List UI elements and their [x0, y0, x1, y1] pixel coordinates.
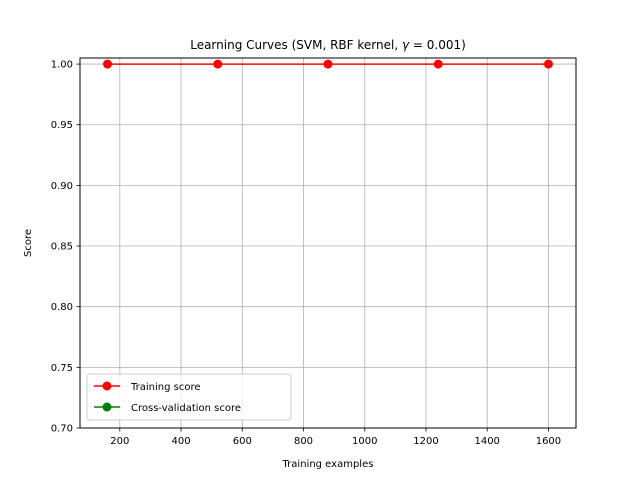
x-tick-label: 1600	[536, 436, 561, 447]
legend-box	[86, 373, 292, 421]
y-axis-ticks: 0.70 0.75 0.80 0.85 0.90 0.95 1.00	[51, 60, 80, 435]
x-axis-ticks: 200 400 600 800 1000 1200 1400 1600	[110, 428, 561, 447]
legend-marker	[102, 381, 112, 391]
x-tick-label: 1400	[474, 436, 499, 447]
plot-frame	[79, 57, 577, 429]
data-point	[213, 59, 223, 69]
legend: Training score Cross-validation score	[86, 373, 292, 421]
y-tick-label: 0.75	[51, 363, 73, 374]
y-tick-label: 0.90	[51, 181, 73, 192]
legend-marker	[102, 402, 112, 412]
y-tick-label: 0.80	[51, 302, 73, 313]
chart-title: Learning Curves (SVM, RBF kernel, γ = 0.…	[190, 38, 466, 52]
grid	[80, 58, 576, 429]
x-tick-label: 400	[171, 436, 190, 447]
chart-title-symbol: γ	[402, 38, 410, 52]
x-axis-label: Training examples	[282, 459, 374, 470]
legend-label: Cross-validation score	[131, 403, 241, 414]
data-point	[323, 59, 333, 69]
y-tick-label: 1.00	[51, 60, 73, 71]
x-tick-label: 1000	[352, 436, 377, 447]
chart-title-suffix: = 0.001)	[409, 38, 466, 52]
chart-title-prefix: Learning Curves (SVM, RBF kernel,	[190, 38, 402, 52]
data-point	[103, 59, 113, 69]
series-layer	[103, 59, 553, 69]
x-tick-label: 1200	[413, 436, 438, 447]
x-tick-label: 200	[110, 436, 129, 447]
y-tick-label: 0.85	[51, 242, 73, 253]
y-tick-label: 0.95	[51, 120, 73, 131]
legend-label: Training score	[130, 382, 201, 393]
data-point	[433, 59, 443, 69]
y-axis-label: Score	[23, 229, 34, 257]
x-tick-label: 600	[233, 436, 252, 447]
x-tick-label: 800	[294, 436, 313, 447]
y-tick-label: 0.70	[51, 424, 73, 435]
data-point	[543, 59, 553, 69]
